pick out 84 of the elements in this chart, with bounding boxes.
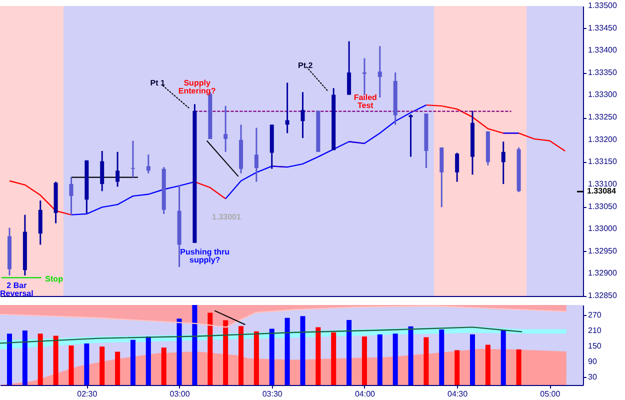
bar [300,316,306,385]
x-tick-label: 03:30 [262,390,283,398]
annotation: Stop [45,274,64,284]
bar [161,348,166,385]
candlestick [455,152,460,183]
bar [115,352,120,385]
y-tick-label: 1.33300 [588,90,618,100]
candlestick [285,82,290,134]
annotation: Failed Test [354,92,378,110]
x-tick-label: 04:30 [448,390,468,398]
bar [362,336,367,385]
bar [22,330,28,385]
y-tick-label: 1.33200 [588,134,618,144]
bar [146,336,151,385]
y-tick-label: 1.32850 [588,291,618,300]
bar [424,337,429,385]
bar [223,320,228,385]
bar [176,318,182,385]
y-tick-label: 90 [588,356,598,366]
y-tick-label: 1.33400 [588,46,618,55]
y-tick-label: 150 [588,341,602,350]
bar [84,343,90,385]
bar [439,330,444,385]
bar [516,349,522,385]
x-tick-label: 05:00 [540,390,561,398]
candlestick [501,140,506,185]
y-tick-label: 1.33250 [588,112,618,122]
bar [130,340,136,385]
bar [408,326,414,385]
bar [238,326,244,385]
annotation: Pt 2 [298,60,314,70]
y-tick-label: 1.33050 [588,202,618,211]
candlestick [38,200,42,246]
y-tick-label: 1.33500 [588,1,618,10]
candlestick [69,176,74,216]
y-tick-label: 210 [588,326,602,335]
bar [284,318,290,385]
x-tick-label: 03:00 [170,390,190,398]
y-tick-label: 1.32900 [588,268,618,278]
y-tick-label: 1.33350 [588,68,618,77]
candlestick [362,57,366,96]
bar [377,334,382,385]
candlestick [100,150,104,192]
bar [38,334,43,385]
bar [392,334,398,385]
annotation: 2 Bar Reversal [0,281,34,298]
candlestick [378,45,382,98]
ref-line-label: 1.33084 [587,186,616,196]
candlestick [254,127,258,183]
annotation: Supply Entering? [178,78,216,96]
annotation: 1.33001 [212,212,242,222]
annotation: Pt 1 [150,78,166,88]
candlestick [300,91,305,139]
candlestick [116,151,120,188]
y-tick-label: 1.33100 [588,179,618,188]
bar [346,320,352,385]
y-tick-label: 1.33450 [588,23,618,32]
annotation: Pushing thru supply? [180,247,230,264]
line-series [0,326,523,344]
bar [500,330,506,385]
bar [470,334,475,385]
y-tick-label: 1.33000 [588,224,618,234]
bar [254,331,259,385]
bar [485,344,490,385]
y-tick-label: 1.32950 [588,246,618,256]
candlestick [224,105,228,153]
bar [454,350,460,385]
candlestick [347,40,352,96]
bar [331,332,336,385]
x-tick-label: 04:00 [354,390,376,398]
bar [53,336,58,385]
y-tick-label: 270 [588,310,602,320]
candlestick [146,154,150,174]
y-tick-label: 1.33150 [588,157,618,166]
candlestick [130,140,135,178]
bar [269,328,274,385]
bar [208,312,213,385]
bar [316,327,321,385]
bar [68,346,74,385]
y-tick-label: 30 [588,372,598,382]
bar [100,346,105,385]
x-tick-label: 02:30 [77,390,98,398]
bar [192,305,198,385]
bar [7,334,12,385]
